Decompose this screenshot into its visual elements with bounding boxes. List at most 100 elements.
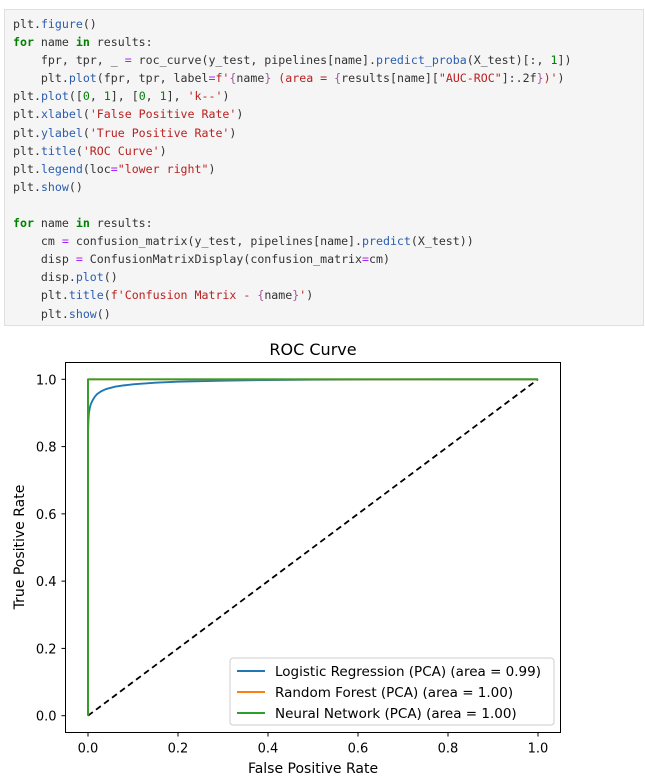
code-token: 1	[159, 89, 167, 104]
code-token: .	[33, 17, 41, 31]
code-token: 'True Positive Rate'	[89, 125, 230, 140]
code-token: plt	[13, 17, 34, 31]
code-token: cm	[13, 234, 62, 249]
code-token: ()	[68, 179, 83, 194]
code-token: name	[236, 71, 265, 86]
code-line: cm = confusion_matrix(y_test, pipelines[…	[13, 232, 571, 250]
code-token: ])	[557, 53, 572, 68]
code-token: 'k--'	[187, 89, 223, 104]
code-token: ], [	[110, 89, 139, 104]
code-token: )'	[543, 71, 558, 86]
code-token: }	[536, 71, 544, 86]
code-token: plt	[13, 143, 34, 158]
code-token: 0	[138, 89, 146, 104]
x-tick-label: 1.0	[528, 742, 549, 757]
code-token: (	[103, 288, 111, 303]
x-tick-label: 0.4	[258, 742, 279, 757]
code-token: 0	[82, 89, 90, 104]
code-token: ()	[96, 306, 111, 321]
code-token: in	[75, 216, 90, 231]
code-token: plot	[68, 71, 97, 86]
code-token: ,	[89, 89, 104, 104]
roc-chart: ROC Curve 0.0 0.2 0.4 0.6 0.8 1.0 0.00.20.40.…	[12, 340, 561, 777]
code-token: '	[299, 288, 307, 303]
code-line: disp.plot()	[13, 268, 571, 286]
code-editor[interactable]: plt.figure() for name in results: fpr, tp…	[13, 15, 571, 323]
code-token: "lower right"	[117, 161, 209, 176]
code-token: )	[557, 71, 565, 86]
code-token: for	[13, 216, 34, 231]
x-tick-label: 0.6	[348, 742, 369, 757]
code-token: )	[222, 89, 230, 104]
code-token: plot	[40, 89, 69, 104]
code-line: plt.show()	[13, 178, 571, 196]
code-token: cm)	[369, 252, 390, 267]
code-token: ()	[82, 17, 97, 31]
code-token: title	[68, 288, 104, 303]
code-token: }	[292, 288, 300, 303]
code-token: title	[40, 143, 76, 158]
code-line: plt.plot([0, 1], [0, 1], 'k--')	[13, 87, 571, 105]
code-token: .	[61, 71, 69, 86]
code-token: .	[61, 288, 69, 303]
code-token: (loc	[82, 161, 111, 176]
code-token: (area =	[271, 71, 335, 86]
code-token: .	[33, 179, 41, 194]
code-token: disp	[13, 252, 76, 267]
code-token: roc_curve(y_test, pipelines[name].	[131, 53, 376, 68]
y-tick-label: 0.0	[36, 710, 57, 725]
code-token: plt	[13, 288, 62, 303]
legend-label: Logistic Regression (PCA) (area = 0.99)	[275, 664, 541, 680]
code-line: for name in results:	[13, 33, 571, 51]
code-token: "AUC-ROC"	[438, 71, 502, 86]
code-token: .	[33, 143, 41, 158]
code-token: ([	[68, 89, 83, 104]
legend-box	[229, 657, 555, 726]
code-token: ]:.2f	[501, 71, 537, 86]
code-token: f'Confusion Matrix -	[110, 288, 258, 303]
code-line: plt.show()	[13, 305, 571, 323]
code-line: disp = ConfusionMatrixDisplay(confusion_…	[13, 250, 571, 268]
code-token: confusion_matrix(y_test, pipelines[name]…	[68, 234, 363, 249]
code-token: =	[124, 53, 132, 68]
code-token: plt	[13, 107, 34, 122]
code-token: ,	[145, 89, 160, 104]
code-line: plt.ylabel('True Positive Rate')	[13, 124, 571, 142]
code-cell[interactable]: plt.figure() for name in results: fpr, tp…	[4, 9, 644, 326]
code-line	[13, 196, 571, 214]
code-token: ],	[166, 89, 188, 104]
x-axis-label: False Positive Rate	[248, 761, 378, 777]
y-tick-label: 0.4	[36, 575, 57, 590]
code-token: (	[82, 125, 90, 140]
code-token: ylabel	[40, 125, 83, 140]
legend: Logistic Regression (PCA) (area = 0.99) R…	[229, 657, 555, 726]
y-axis: 0.0 0.2 0.4 0.6 0.8 1.0	[36, 373, 66, 725]
x-tick-label: 0.8	[438, 742, 459, 757]
code-token: )	[159, 143, 167, 158]
code-line: plt.title('ROC Curve')	[13, 142, 571, 160]
code-token: {	[257, 288, 265, 303]
code-token: (	[82, 107, 90, 122]
code-token: .	[33, 89, 41, 104]
code-token: =	[61, 234, 69, 249]
code-token: (fpr, tpr, label	[96, 71, 209, 86]
code-token: plt	[13, 125, 34, 140]
code-token: {	[229, 71, 237, 86]
code-token: =	[75, 252, 83, 267]
code-token: (X_test))	[410, 234, 474, 249]
code-token: show	[68, 306, 97, 321]
code-token: {	[334, 71, 342, 86]
code-token: 1	[550, 53, 558, 68]
y-tick-label: 0.6	[36, 508, 57, 523]
code-token: name	[33, 216, 76, 231]
code-token: )	[229, 125, 237, 140]
code-token: f'	[215, 71, 230, 86]
chance-line	[87, 378, 539, 717]
code-token: plt	[13, 306, 62, 321]
code-token: for	[13, 35, 34, 50]
code-token: }	[264, 71, 272, 86]
code-token: fpr, tpr, _	[13, 53, 125, 68]
y-axis-label: True Positive Rate	[12, 485, 28, 611]
code-token: in	[75, 35, 90, 50]
code-token: ConfusionMatrixDisplay(confusion_matrix	[82, 252, 363, 267]
